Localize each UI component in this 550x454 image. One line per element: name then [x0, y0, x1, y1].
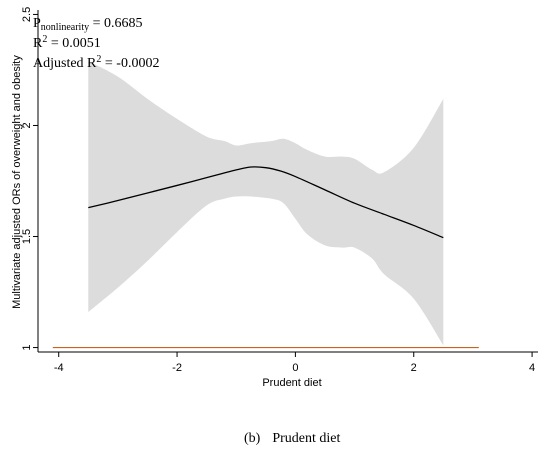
fitted-spline-line [88, 166, 444, 239]
y-tick-label: 1.5 [21, 229, 33, 244]
adjusted-r-squared-annotation: Adjusted R2 = -0.0002 [33, 54, 159, 71]
x-tick-label: 2 [411, 362, 417, 374]
confidence-band [88, 61, 444, 346]
figure-caption: (b) Prudent diet [244, 431, 340, 446]
y-axis-title: Multivariate adjusted ORs of overweight … [11, 55, 23, 309]
x-tick-label: 0 [292, 362, 298, 374]
x-axis-ticks: -4 -2 0 2 4 [54, 352, 535, 374]
y-axis-ticks: 1 1.5 2 2.5 [21, 7, 38, 351]
figure-caption-label: (b) [244, 431, 261, 446]
figure-caption-text: Prudent diet [272, 431, 340, 446]
p-nonlinearity-annotation: Pnonlinearity = 0.6685 [33, 16, 143, 33]
y-tick-label: 1 [21, 344, 33, 350]
y-tick-label: 2 [21, 122, 33, 128]
x-tick-label: 4 [529, 362, 535, 374]
x-axis-title: Prudent diet [262, 377, 321, 389]
x-tick-label: -4 [54, 362, 64, 374]
x-tick-label: -2 [172, 362, 182, 374]
r-squared-annotation: R2 = 0.0051 [33, 34, 101, 51]
y-tick-label: 2.5 [21, 7, 33, 22]
